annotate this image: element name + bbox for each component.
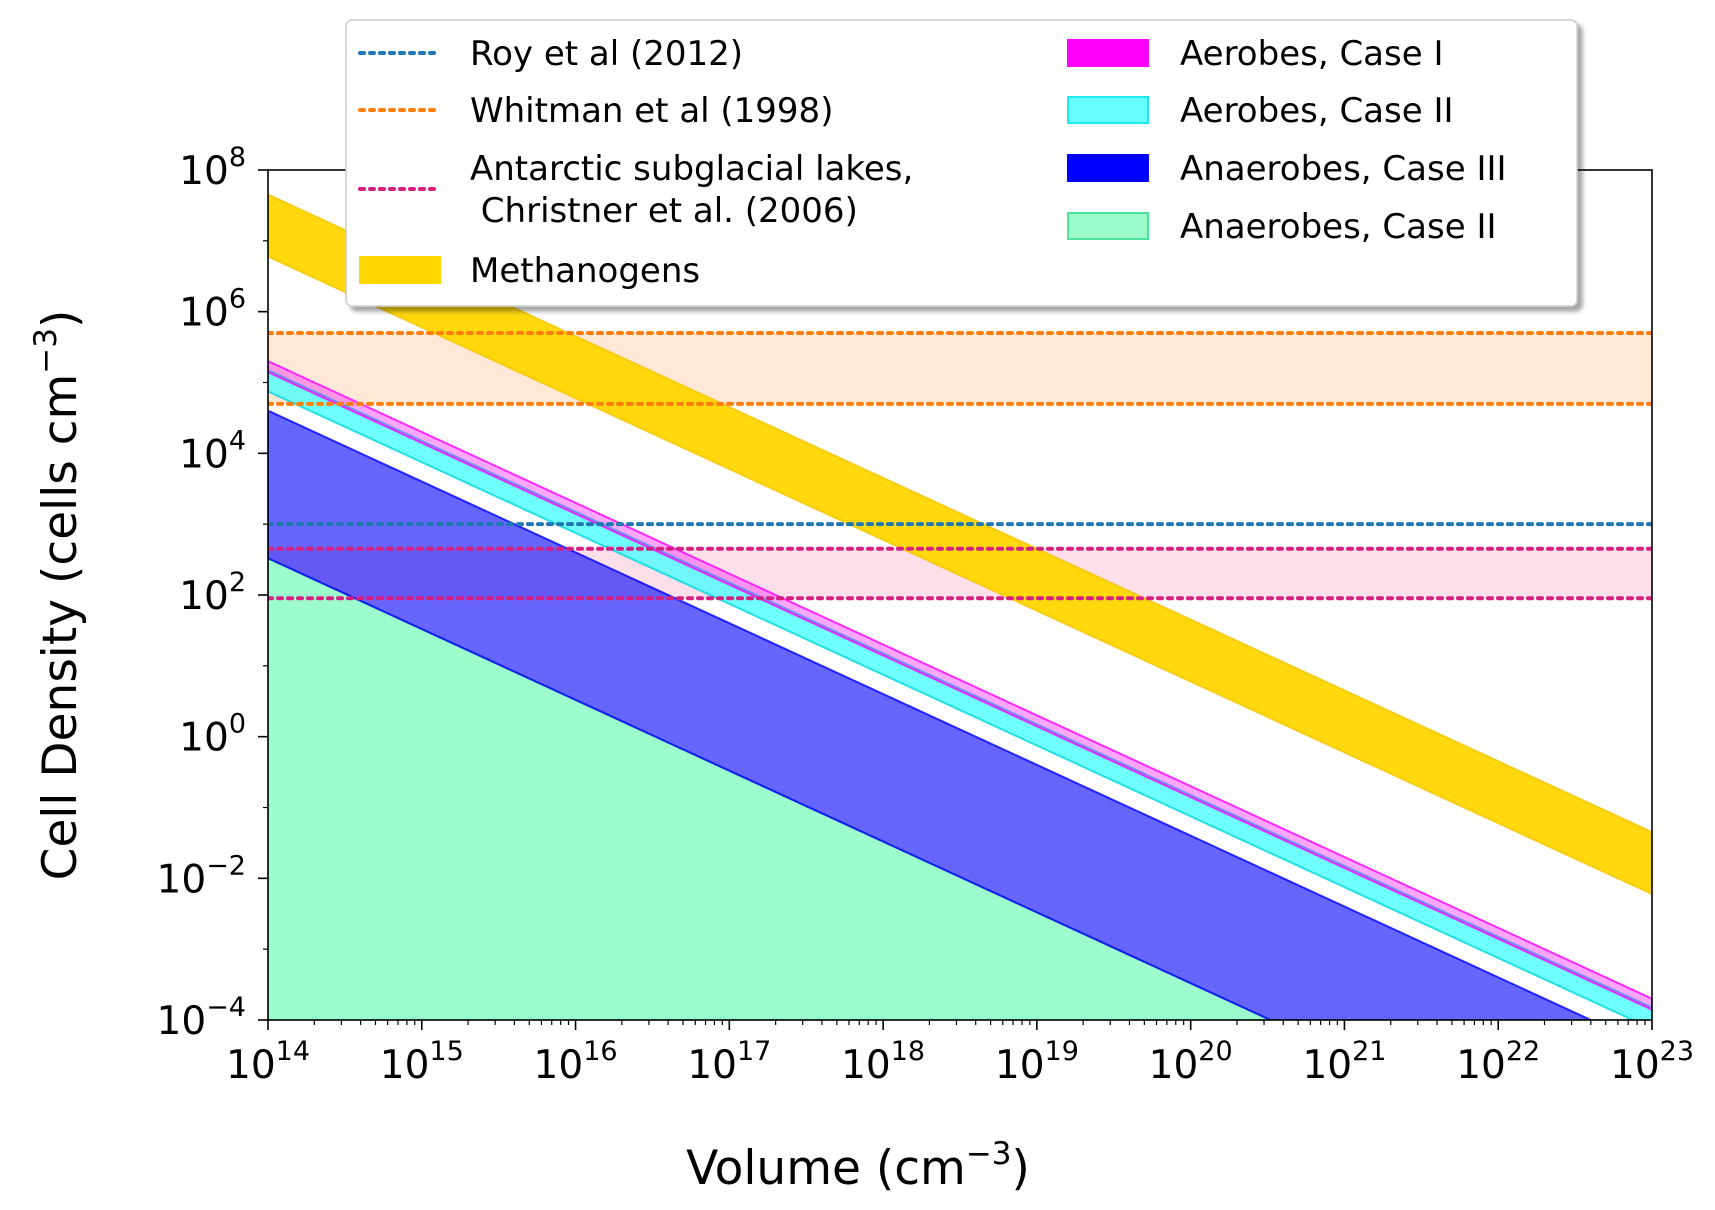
x-tick-label-exponent: 17 — [737, 1036, 771, 1067]
x-tick-label-exponent: 16 — [583, 1036, 617, 1067]
x-tick-label-base: 10 — [841, 1043, 891, 1088]
legend-item-aerobes-case-ii: Aerobes, Case II — [1067, 91, 1454, 131]
y-tick-label-exponent: 2 — [229, 567, 246, 598]
x-axis: 1014 1015 1016 1017 1018 1019 1020 1021 1022 1023 — [226, 1020, 1694, 1088]
legend-item-whitman-et-al-1998: Whitman et al (1998) — [358, 91, 833, 131]
y-tick-label-base: 10 — [179, 716, 229, 761]
y-tick-label-exponent: 0 — [229, 709, 246, 740]
legend-label-line: Anaerobes, Case III — [1180, 149, 1507, 189]
legend-item-aerobes-case-i: Aerobes, Case I — [1067, 34, 1443, 74]
y-tick-label-exponent: 4 — [229, 425, 246, 456]
legend-item-roy-et-al-2012: Roy et al (2012) — [358, 34, 743, 74]
legend-swatch — [1067, 212, 1149, 240]
y-tick-label-6: 106 — [179, 284, 246, 336]
x-tick-label-19: 1019 — [995, 1036, 1079, 1088]
x-tick-label-15: 1015 — [380, 1036, 464, 1088]
x-tick-label-23: 1023 — [1610, 1036, 1694, 1088]
plot-area — [268, 193, 1652, 1020]
x-tick-label-18: 1018 — [841, 1036, 925, 1088]
legend-label-line: Antarctic subglacial lakes, — [470, 149, 913, 189]
x-tick-label-exponent: 14 — [276, 1036, 310, 1067]
y-tick-label-base: 10 — [179, 574, 229, 619]
x-tick-label-17: 1017 — [687, 1036, 771, 1088]
x-tick-label-exponent: 20 — [1198, 1036, 1232, 1067]
legend-box — [345, 19, 1578, 307]
x-tick-label-20: 1020 — [1149, 1036, 1233, 1088]
x-tick-label-exponent: 23 — [1660, 1036, 1694, 1067]
y-tick-label-base: 10 — [179, 432, 229, 477]
y-tick-label-base: 10 — [157, 857, 207, 902]
legend-label: Aerobes, Case II — [1180, 91, 1454, 131]
legend-label: Roy et al (2012) — [470, 34, 743, 74]
legend-label: Methanogens — [470, 251, 700, 291]
y-tick-label-−2: 10−2 — [157, 850, 246, 902]
y-tick-label-base: 10 — [179, 291, 229, 336]
y-tick-label-0: 100 — [179, 709, 246, 761]
x-tick-label-base: 10 — [1456, 1043, 1506, 1088]
x-axis-label-exponent: −3 — [966, 1136, 1012, 1172]
legend-item-methanogens: Methanogens — [359, 251, 700, 291]
legend-swatch — [1067, 96, 1149, 124]
legend-label-line: Whitman et al (1998) — [470, 91, 833, 131]
y-tick-label-exponent: −4 — [206, 992, 246, 1023]
y-axis-label-end: ) — [33, 310, 88, 328]
x-tick-label-21: 1021 — [1302, 1036, 1386, 1088]
y-tick-label-base: 10 — [157, 999, 207, 1044]
x-tick-label-exponent: 19 — [1045, 1036, 1079, 1067]
x-tick-label-16: 1016 — [534, 1036, 618, 1088]
x-tick-label-22: 1022 — [1456, 1036, 1540, 1088]
legend-item-anaerobes-case-ii: Anaerobes, Case II — [1067, 207, 1497, 247]
legend-item-antarctic-subglacial-lakes-christner-et-al-2006: Antarctic subglacial lakes, Christner et… — [358, 149, 913, 231]
x-tick-label-base: 10 — [380, 1043, 430, 1088]
x-tick-label-base: 10 — [1149, 1043, 1199, 1088]
x-tick-label-exponent: 18 — [891, 1036, 925, 1067]
y-tick-label-exponent: 6 — [229, 284, 246, 315]
y-tick-label-exponent: 8 — [229, 142, 246, 173]
legend-label-line: Methanogens — [470, 251, 700, 291]
x-axis-label-end: ) — [1012, 1141, 1030, 1196]
y-tick-label-4: 104 — [179, 425, 246, 477]
legend: Roy et al (2012) Whitman et al (1998) Anta… — [345, 19, 1578, 307]
x-axis-label-text: Volume (cm — [686, 1141, 966, 1196]
y-tick-label-−4: 10−4 — [157, 992, 246, 1044]
legend-label: Whitman et al (1998) — [470, 91, 833, 131]
legend-label-line: Anaerobes, Case II — [1180, 207, 1497, 247]
x-tick-label-exponent: 22 — [1506, 1036, 1540, 1067]
x-tick-label-exponent: 21 — [1352, 1036, 1386, 1067]
x-tick-label-base: 10 — [1302, 1043, 1352, 1088]
legend-label-line: Aerobes, Case II — [1180, 91, 1454, 131]
y-tick-label-2: 102 — [179, 567, 246, 619]
x-tick-label-14: 1014 — [226, 1036, 310, 1088]
y-axis-label-text: Cell Density (cells cm — [33, 374, 88, 881]
legend-label-line: Christner et al. (2006) — [470, 191, 858, 231]
legend-swatch — [359, 256, 441, 284]
x-tick-label-base: 10 — [534, 1043, 584, 1088]
legend-label-line: Aerobes, Case I — [1180, 34, 1443, 74]
legend-label-line: Roy et al (2012) — [470, 34, 743, 74]
band-anaerobes-case-iii — [268, 409, 1594, 1020]
x-tick-label-base: 10 — [1610, 1043, 1660, 1088]
y-tick-label-8: 108 — [179, 142, 246, 194]
x-tick-label-base: 10 — [226, 1043, 276, 1088]
x-tick-label-base: 10 — [995, 1043, 1045, 1088]
legend-label: Antarctic subglacial lakes, Christner et… — [470, 149, 913, 231]
legend-swatch — [1067, 39, 1149, 67]
legend-label: Anaerobes, Case III — [1180, 149, 1507, 189]
y-axis-label: Cell Density (cells cm−3) — [28, 310, 88, 881]
x-axis-label: Volume (cm−3) — [686, 1136, 1030, 1196]
y-axis-label-exponent: −3 — [28, 328, 64, 374]
y-tick-label-base: 10 — [179, 149, 229, 194]
x-tick-label-exponent: 15 — [429, 1036, 463, 1067]
legend-swatch — [1067, 154, 1149, 182]
x-tick-label-base: 10 — [687, 1043, 737, 1088]
band-methanogens — [268, 193, 1652, 896]
legend-item-anaerobes-case-iii: Anaerobes, Case III — [1067, 149, 1507, 189]
legend-label: Aerobes, Case I — [1180, 34, 1443, 74]
y-tick-label-exponent: −2 — [206, 850, 246, 881]
legend-label: Anaerobes, Case II — [1180, 207, 1497, 247]
band-aerobes-case-i — [268, 360, 1652, 1011]
